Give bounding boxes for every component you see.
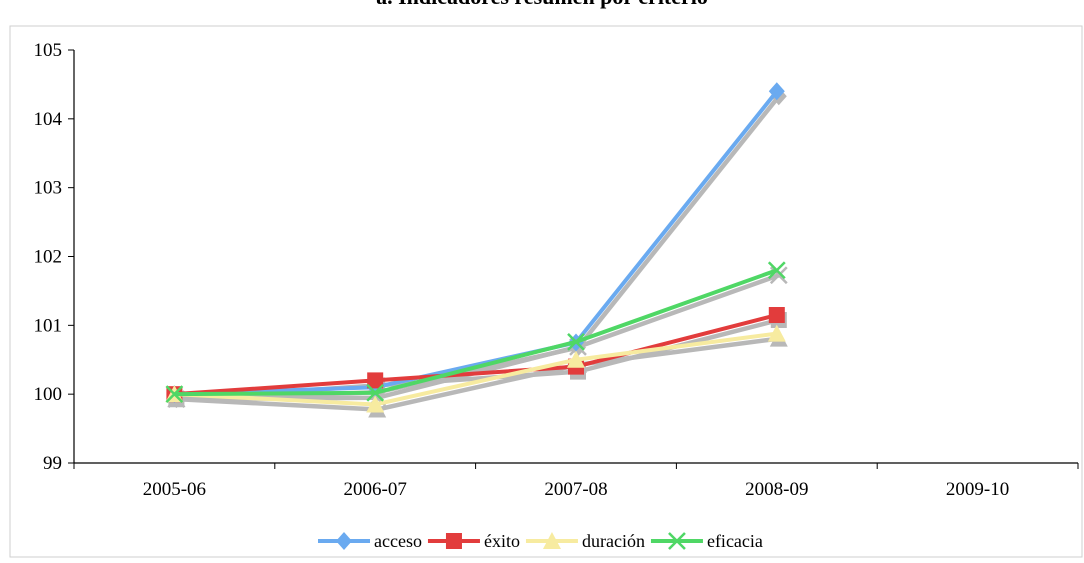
data-point-acceso <box>768 82 785 101</box>
legend-item-duracin: duración <box>525 531 645 551</box>
legend-label: duración <box>582 531 645 551</box>
legend-marker <box>336 532 352 550</box>
legend-label: acceso <box>374 531 422 551</box>
data-point-eficacia <box>767 261 786 280</box>
x-tick-label: 2007-08 <box>544 479 607 500</box>
data-point-duracin <box>767 324 786 342</box>
legend-item-eficacia: eficacia <box>650 531 763 551</box>
data-point-eficacia <box>165 385 184 404</box>
y-tick-label: 100 <box>34 384 63 405</box>
y-tick-label: 102 <box>34 247 63 268</box>
legend-marker <box>542 532 561 549</box>
data-point-duracin <box>567 350 585 368</box>
y-tick-label: 101 <box>34 315 63 336</box>
series-line-acceso <box>174 90 779 397</box>
x-tick-label: 2008-09 <box>745 479 808 500</box>
x-tick-label: 2009-10 <box>946 479 1009 500</box>
legend-marker <box>445 533 462 549</box>
legend-marker <box>668 532 686 550</box>
data-point-duracin <box>366 395 385 413</box>
legend: acceso éxito duración eficacia <box>318 531 763 551</box>
x-tick-label: 2005-06 <box>143 479 206 500</box>
series-shadow-acceso <box>176 94 781 402</box>
legend-label: éxito <box>484 531 520 551</box>
series-shadow-duracin <box>176 336 780 412</box>
chart-border <box>9 25 1083 558</box>
series-lines <box>165 82 786 413</box>
series-line-eficacia <box>174 268 778 397</box>
data-point-eficacia <box>567 332 585 351</box>
axes: 99 100 101 102 103 104 105 2005-06 2006-07 2007-0… <box>34 40 1079 500</box>
chart-title: a. Indicadores resumen por criterio <box>376 0 708 9</box>
data-point-eficacia <box>366 383 385 402</box>
legend-label: eficacia <box>707 531 763 551</box>
legend-item-acceso: acceso <box>318 531 422 551</box>
x-tick-label: 2006-07 <box>344 479 407 500</box>
data-point-xito <box>768 307 785 324</box>
y-tick-label: 103 <box>34 178 63 199</box>
y-tick-label: 99 <box>43 453 62 474</box>
legend-item-xito: éxito <box>427 531 520 551</box>
series-line-duracin <box>174 331 778 407</box>
series-line-xito <box>174 313 778 397</box>
y-tick-label: 104 <box>34 109 63 130</box>
data-point-xito <box>367 372 384 389</box>
y-tick-label: 105 <box>34 40 63 61</box>
